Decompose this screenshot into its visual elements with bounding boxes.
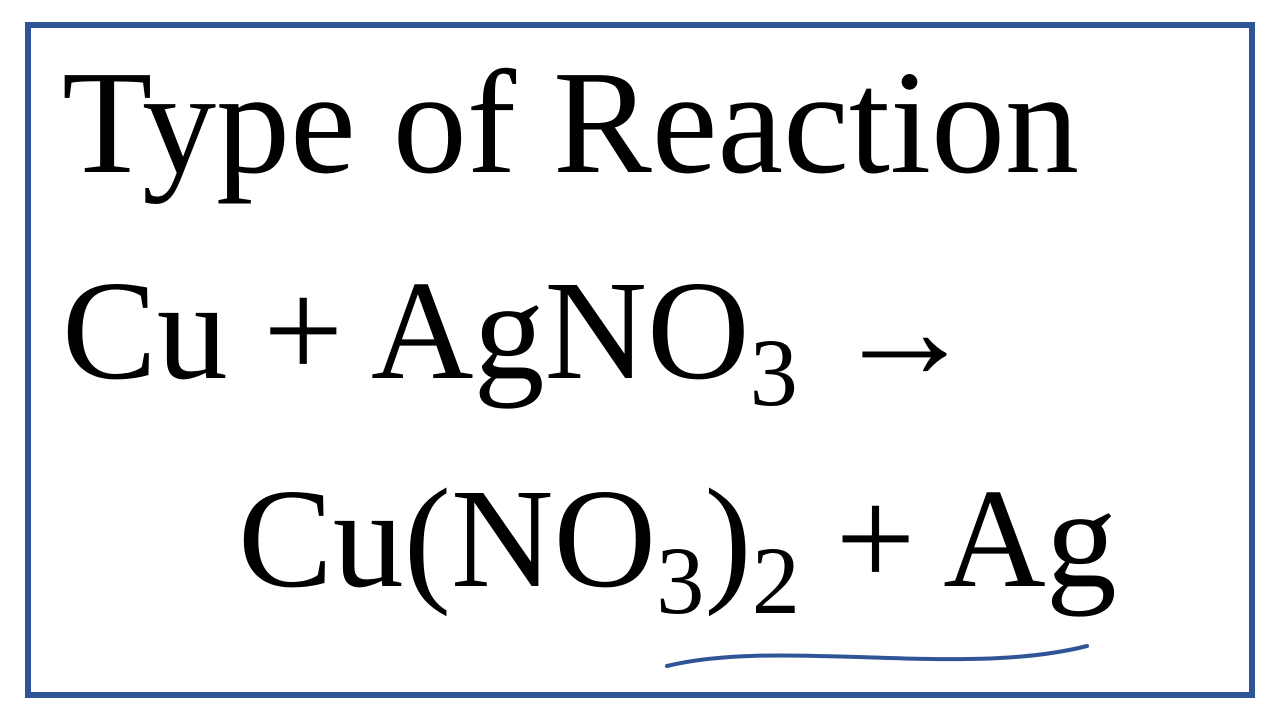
equation-text: ) — [704, 459, 751, 617]
subscript-text: 2 — [752, 527, 800, 634]
equation-text: Cu(NO — [238, 459, 656, 617]
subscript-text: 3 — [750, 319, 798, 426]
subscript-text: 3 — [656, 527, 704, 634]
equation-text: Cu + AgNO — [62, 251, 750, 409]
equation-line-2: Cu(NO3)2 + Ag — [238, 456, 1117, 620]
title-text: Type of Reaction — [62, 38, 1079, 208]
equation-text: + Ag — [800, 459, 1117, 617]
underline-curve — [662, 636, 1092, 678]
equation-line-1: Cu + AgNO3 → — [62, 248, 975, 412]
equation-text: → — [798, 251, 976, 409]
